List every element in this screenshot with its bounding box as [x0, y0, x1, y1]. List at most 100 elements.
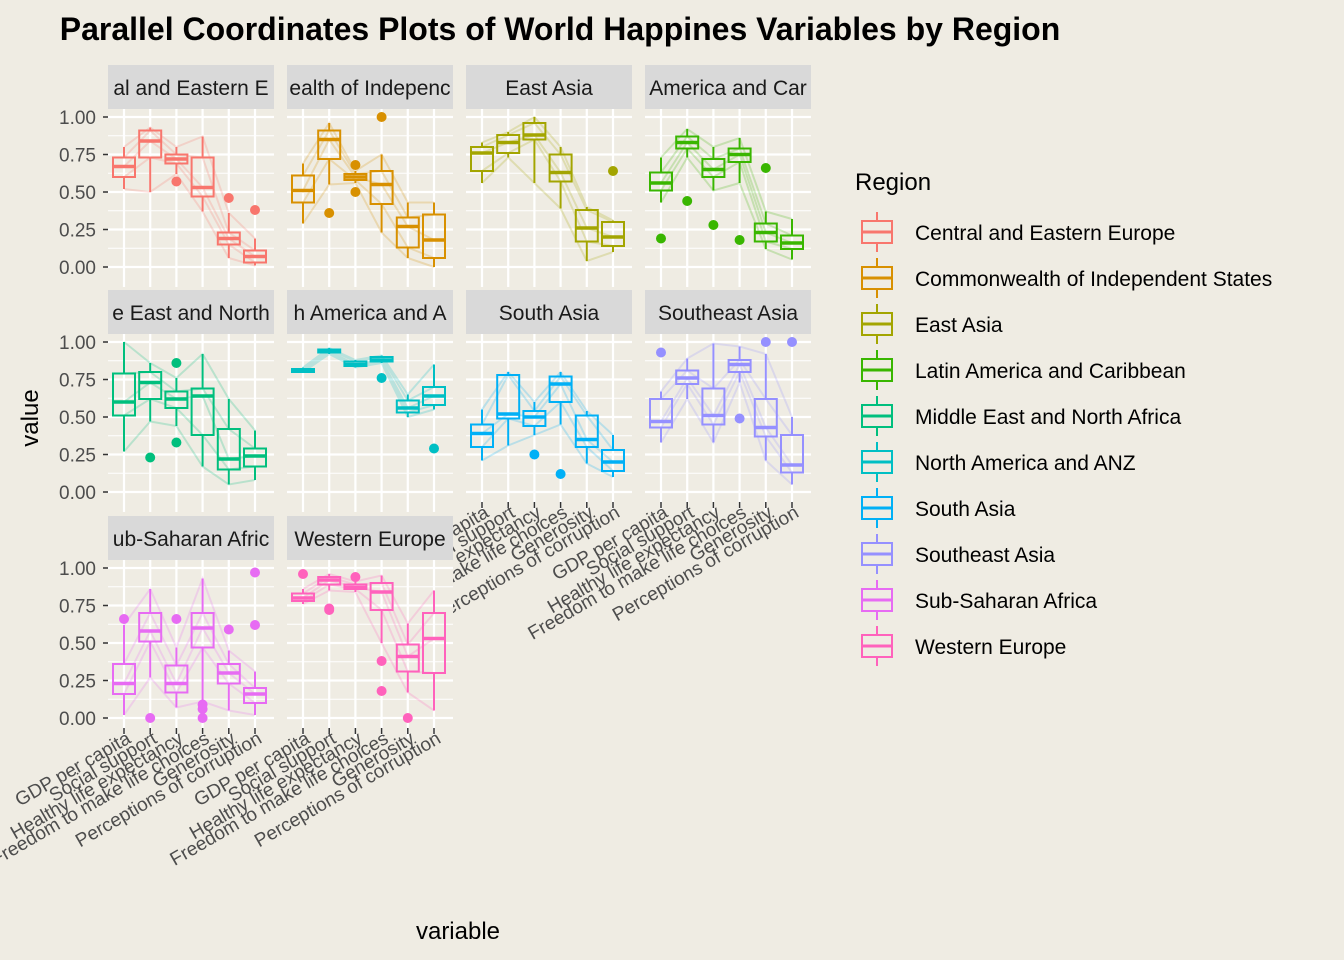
boxplot: [548, 147, 573, 209]
y-tick-label: 0.75: [59, 597, 96, 618]
y-tick-label: 0.50: [59, 634, 96, 655]
box: [574, 209, 599, 243]
box: [574, 414, 599, 448]
y-axis-label: value: [17, 389, 44, 446]
boxplot: [190, 354, 215, 467]
box: [522, 122, 547, 141]
boxplot: [548, 372, 573, 479]
panel-background: [466, 109, 632, 265]
boxplot: [216, 624, 241, 711]
boxplot: [291, 569, 315, 604]
parallel-line: [660, 146, 793, 250]
facet-strip-label: Western Europe: [294, 528, 445, 551]
outlier-point: [760, 163, 771, 173]
boxplot: [317, 348, 342, 354]
boxplot: [369, 575, 394, 696]
parallel-line: [123, 610, 256, 689]
parallel-line: [660, 369, 793, 474]
outlier-point: [223, 193, 234, 203]
facet-strip: [108, 516, 274, 560]
outlier-point: [145, 713, 156, 723]
box: [780, 434, 804, 474]
outlier-point: [734, 413, 745, 424]
facet-strip-label: e East and North: [112, 302, 270, 325]
boxplot: [470, 142, 494, 183]
y-tick-label: 0.00: [59, 258, 96, 279]
boxplot: [243, 205, 267, 266]
legend-item-label: South Asia: [915, 498, 1016, 521]
y-tick-label: 0.50: [59, 408, 96, 429]
boxplot: [675, 358, 700, 399]
boxplot: [470, 409, 494, 461]
box: [701, 387, 726, 426]
box: [369, 582, 394, 611]
facet-strip: [287, 65, 453, 109]
boxplot: [395, 623, 420, 723]
box: [548, 375, 573, 403]
boxplot: [138, 363, 163, 463]
boxplot: [343, 572, 368, 592]
outlier-point: [734, 235, 745, 245]
boxplot: [395, 394, 420, 417]
outlier-point: [608, 166, 618, 176]
parallel-line: [481, 373, 614, 451]
legend-item-label: Latin America and Caribbean: [915, 360, 1186, 383]
parallel-line: [123, 341, 256, 432]
parallel-line: [660, 358, 793, 436]
y-tick-label: 1.00: [59, 559, 96, 580]
parallel-line: [302, 181, 435, 268]
y-tick-label: 0.50: [59, 183, 96, 204]
y-tick-label: 0.25: [59, 221, 96, 242]
y-tick-label: 0.75: [59, 371, 96, 392]
facet-panel: East Asia: [466, 65, 632, 287]
legend-key: [861, 258, 893, 298]
boxplot: [422, 202, 446, 267]
legend-title: Region: [855, 169, 931, 196]
boxplot: [112, 342, 136, 452]
boxplot: [216, 193, 241, 258]
legend-key: [861, 396, 893, 436]
boxplot: [317, 574, 342, 615]
outlier-point: [529, 449, 540, 460]
legend-key: [861, 212, 893, 252]
outlier-point: [760, 337, 771, 347]
box: [395, 216, 420, 249]
parallel-lines: [660, 342, 793, 486]
facet-strip: [287, 516, 453, 560]
outlier-point: [145, 452, 156, 463]
parallel-line: [302, 578, 435, 659]
y-tick-label: 0.25: [59, 446, 96, 467]
boxplot: [395, 202, 420, 258]
facet-panel: e East and North 0.00 0.25 0.50 0.75 1.00: [59, 290, 274, 512]
boxplot: [138, 127, 163, 192]
outlier-point: [376, 373, 387, 383]
outlier-point: [250, 567, 260, 578]
facet-strip-label: al and Eastern E: [113, 77, 268, 100]
boxplot: [522, 402, 547, 460]
y-tick-label: 0.00: [59, 483, 96, 504]
box: [164, 664, 189, 694]
facet-panel: h America and A: [287, 290, 453, 512]
facet-strip-label: h America and A: [294, 302, 447, 325]
boxplot: [649, 157, 673, 244]
boxplot: [138, 589, 163, 723]
outlier-point: [298, 569, 308, 579]
parallel-lines: [123, 575, 256, 716]
box: [422, 213, 446, 259]
legend-item-label: Western Europe: [915, 636, 1066, 659]
outlier-point: [250, 205, 260, 215]
outlier-point: [171, 358, 182, 368]
boxplot: [243, 567, 267, 715]
parallel-line: [481, 423, 614, 478]
legend-item-label: Sub-Saharan Africa: [915, 590, 1097, 613]
box: [470, 423, 494, 448]
outlier-point: [350, 572, 361, 582]
outlier-point: [682, 196, 693, 206]
facet-strip-label: East Asia: [505, 77, 593, 100]
parallel-line: [123, 675, 256, 716]
outlier-point: [376, 656, 387, 666]
box: [138, 612, 163, 643]
boxplot: [164, 147, 189, 187]
box: [138, 371, 163, 400]
box: [112, 663, 136, 695]
